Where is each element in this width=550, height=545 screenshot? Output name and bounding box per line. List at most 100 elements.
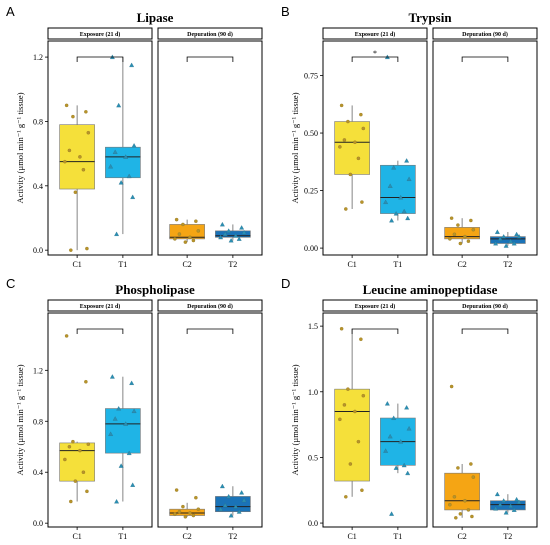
data-point <box>239 225 245 230</box>
data-point <box>494 229 500 234</box>
data-point <box>452 232 457 237</box>
x-tick-label: T2 <box>503 532 512 541</box>
facet-strip <box>47 27 153 40</box>
data-point <box>389 217 395 223</box>
data-point <box>387 183 393 188</box>
x-tick-label: C2 <box>182 532 191 541</box>
data-point <box>130 482 136 487</box>
data-point <box>501 234 507 239</box>
panel-B: B Trypsin Activity (µmol min⁻¹ g⁻¹ tissue)… <box>281 4 538 269</box>
x-tick-label: T1 <box>118 532 127 541</box>
data-point <box>348 172 353 177</box>
data-point <box>338 145 342 149</box>
data-point <box>241 229 247 235</box>
y-axis-label: Activity (µmol min⁻¹ g⁻¹ tissue) <box>15 92 25 203</box>
panel-title: Phospholipase <box>115 282 195 297</box>
data-point <box>401 462 407 468</box>
y-tick-label: 0.4 <box>33 182 43 191</box>
data-point <box>471 475 476 479</box>
data-point <box>108 431 114 436</box>
facet-label: Depuration (90 d) <box>187 31 233 38</box>
facet-strip <box>322 27 428 40</box>
y-tick-label: 0.75 <box>304 72 318 81</box>
data-point <box>458 512 463 516</box>
box-T1 <box>380 164 416 214</box>
data-point <box>219 221 225 227</box>
data-point <box>356 439 361 444</box>
panel-letter: C <box>6 276 15 291</box>
data-point <box>401 208 407 214</box>
y-tick-label: 0.8 <box>33 117 43 126</box>
data-point <box>114 231 120 236</box>
data-point <box>63 159 67 164</box>
data-point <box>398 194 404 200</box>
data-point <box>233 504 239 509</box>
plot-frame <box>157 312 263 528</box>
data-point <box>508 503 514 508</box>
data-point <box>183 240 188 244</box>
data-point <box>360 488 364 492</box>
box-T2 <box>215 496 251 513</box>
data-point <box>78 155 82 159</box>
facet-label: Depuration (90 d) <box>187 303 233 310</box>
data-point <box>393 465 399 470</box>
y-tick-label: 0.5 <box>308 453 318 462</box>
panel-letter: B <box>281 4 290 19</box>
data-point <box>389 511 395 516</box>
data-point <box>449 384 454 389</box>
facet-label: Exposure (21 d) <box>355 303 396 310</box>
data-point <box>470 514 474 519</box>
data-point <box>114 499 120 504</box>
data-point <box>393 211 399 216</box>
data-point <box>188 511 192 515</box>
data-point <box>344 207 348 211</box>
data-point <box>405 215 411 221</box>
data-point <box>466 239 471 243</box>
facet-label: Depuration (90 d) <box>462 31 508 38</box>
x-tick-label: C1 <box>347 532 356 541</box>
data-point <box>346 119 350 124</box>
data-point <box>503 243 509 248</box>
data-point <box>84 380 88 384</box>
data-point <box>67 444 72 449</box>
data-point <box>228 238 234 243</box>
data-point <box>64 103 69 108</box>
plot-frame <box>157 40 263 256</box>
data-point <box>81 167 86 172</box>
data-point <box>130 194 136 199</box>
significance-label: * <box>373 49 377 58</box>
data-point <box>503 510 509 515</box>
data-point <box>497 236 503 241</box>
data-point <box>63 457 67 462</box>
data-point <box>126 450 132 456</box>
data-point <box>406 426 412 431</box>
data-point <box>339 327 344 331</box>
y-tick-label: 1.2 <box>33 366 43 375</box>
box-T2 <box>490 236 526 244</box>
significance-bracket <box>76 56 124 62</box>
data-point <box>511 240 517 246</box>
significance-bracket <box>351 56 399 62</box>
data-point <box>129 380 135 385</box>
plot-frame <box>432 40 538 256</box>
data-point <box>71 439 75 444</box>
significance-bracket <box>76 328 124 334</box>
data-point <box>516 499 522 504</box>
data-point <box>123 421 129 426</box>
data-point <box>233 233 239 238</box>
data-point <box>361 393 366 398</box>
data-point <box>181 504 185 509</box>
data-point <box>67 148 72 153</box>
data-point <box>222 231 228 236</box>
data-point <box>131 143 137 148</box>
data-point <box>342 403 347 407</box>
box-T2 <box>215 230 251 238</box>
box-C2 <box>444 227 480 240</box>
facet-strip <box>47 299 153 312</box>
significance-bracket <box>351 328 399 334</box>
data-point <box>191 238 196 243</box>
data-point <box>456 223 460 227</box>
data-point <box>391 415 397 420</box>
significance-bracket <box>186 56 234 62</box>
box-C2 <box>169 508 205 516</box>
